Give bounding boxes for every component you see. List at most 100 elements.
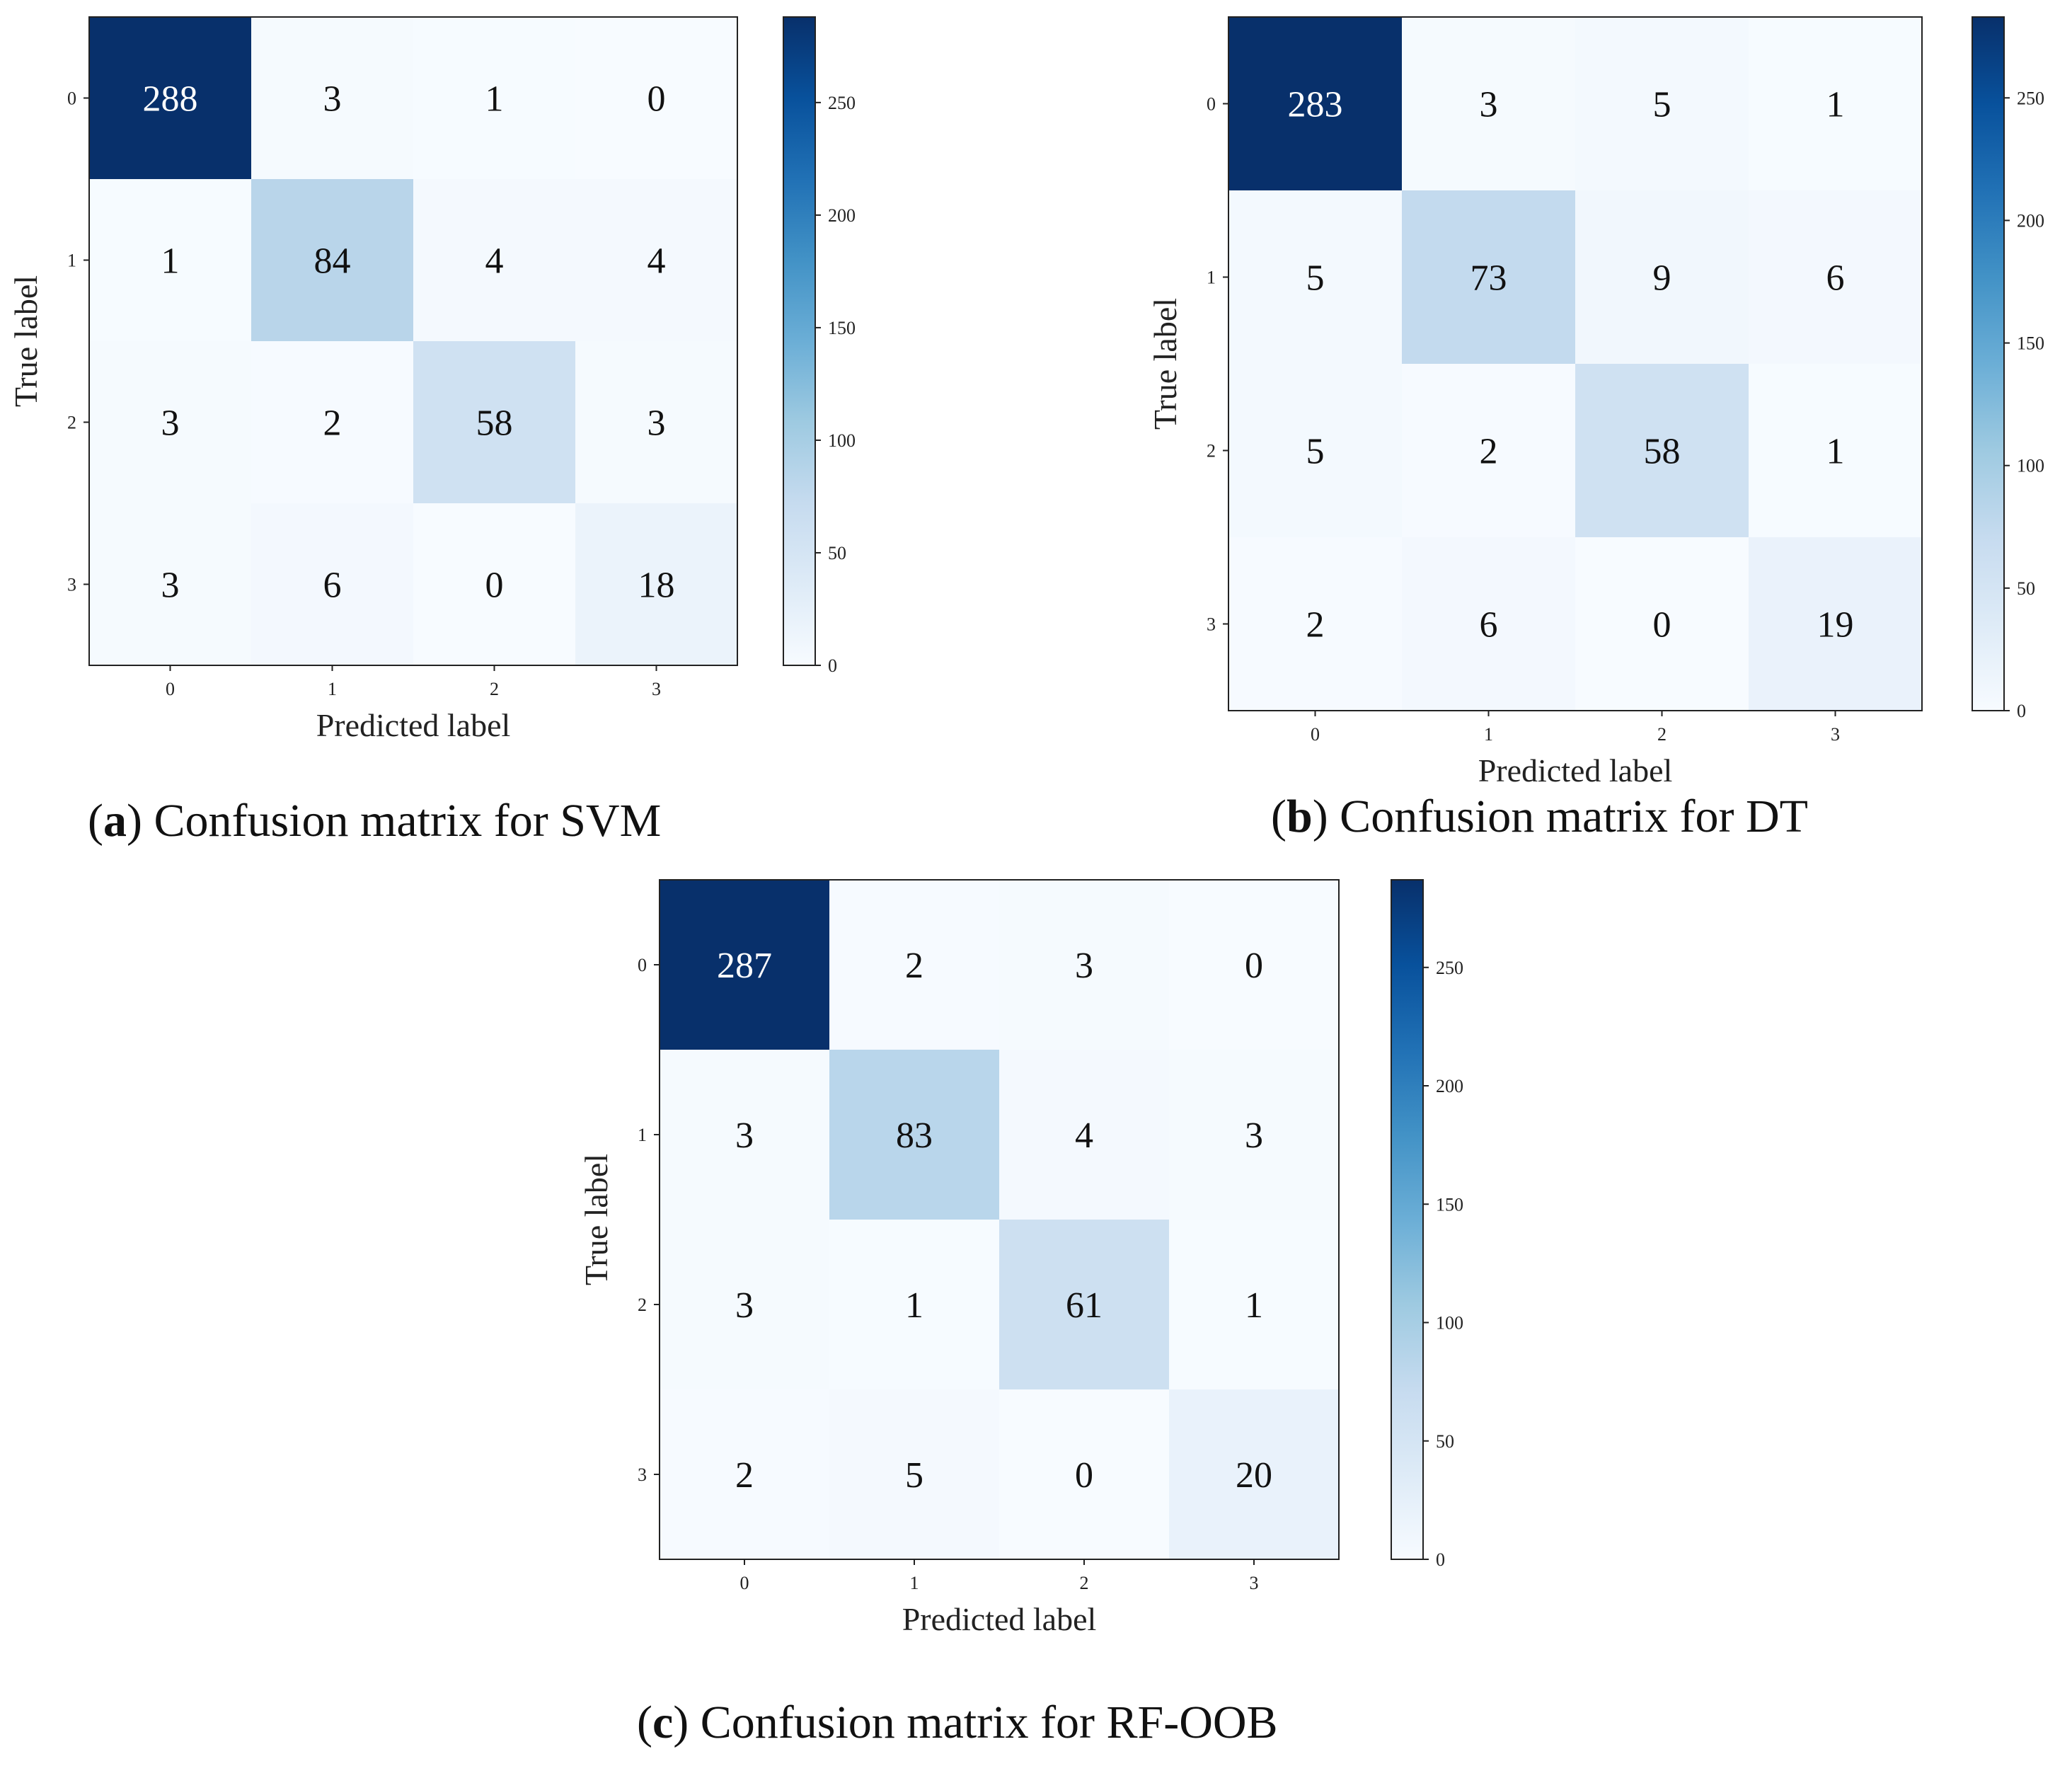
colorbar xyxy=(1391,879,1424,1560)
cell-value-0-2: 3 xyxy=(1075,946,1093,986)
cell-1-3 xyxy=(1169,1050,1339,1220)
y-tick-label: 2 xyxy=(1207,441,1216,461)
cell-2-1 xyxy=(829,1220,999,1389)
cell-0-1 xyxy=(251,17,413,179)
cell-value-0-1: 3 xyxy=(323,79,342,120)
colorbar-tick-label: 150 xyxy=(2017,333,2044,354)
cell-value-1-0: 3 xyxy=(735,1116,754,1156)
cell-value-2-2: 61 xyxy=(1066,1285,1103,1326)
cell-0-1 xyxy=(1402,17,1575,190)
cell-value-1-1: 84 xyxy=(314,241,351,282)
x-axis-label: Predicted label xyxy=(1478,752,1673,789)
y-tick-label: 0 xyxy=(67,88,76,109)
cell-0-0 xyxy=(660,880,829,1050)
cell-value-2-3: 1 xyxy=(1245,1285,1263,1326)
cell-value-0-3: 0 xyxy=(1245,946,1263,986)
cell-3-0 xyxy=(1228,537,1402,711)
cell-2-0 xyxy=(660,1220,829,1389)
plot-frame xyxy=(659,879,1340,1560)
x-axis-label: Predicted label xyxy=(316,707,511,743)
colorbar-tick-label: 100 xyxy=(1436,1313,1463,1334)
cell-value-3-3: 19 xyxy=(1817,605,1854,646)
y-tick-label: 2 xyxy=(67,413,76,433)
colorbar-tick-label: 50 xyxy=(2017,578,2035,599)
cell-value-0-3: 1 xyxy=(1826,85,1845,125)
cell-2-1 xyxy=(251,341,413,503)
cell-value-3-2: 0 xyxy=(1653,605,1671,646)
plot-frame xyxy=(88,16,738,666)
y-tick-label: 1 xyxy=(638,1125,647,1145)
cell-2-3 xyxy=(1169,1220,1339,1389)
colorbar-tick-label: 100 xyxy=(828,430,856,451)
cell-value-3-0: 2 xyxy=(735,1455,754,1496)
y-tick-label: 0 xyxy=(638,955,647,975)
cell-1-0 xyxy=(1228,190,1402,364)
cell-3-0 xyxy=(660,1389,829,1559)
cell-value-3-2: 0 xyxy=(1075,1455,1093,1496)
cell-2-3 xyxy=(1749,364,1922,537)
cell-value-0-0: 288 xyxy=(143,79,198,120)
cell-3-2 xyxy=(413,503,575,665)
confusion-matrix-svm: 288 3 1 0 1 84 4 4 3 2 58 3 3 6 0 18 0 1 2 3 0 1 2 3 Predicted l… xyxy=(8,16,856,847)
cell-3-2 xyxy=(999,1389,1169,1559)
y-tick-label: 1 xyxy=(1207,268,1216,288)
cell-1-0 xyxy=(660,1050,829,1220)
cell-value-2-0: 3 xyxy=(161,403,180,444)
cell-value-2-2: 58 xyxy=(476,403,513,444)
cell-value-3-0: 2 xyxy=(1306,605,1325,646)
colorbar-tick-label: 200 xyxy=(828,205,856,226)
y-axis-label: True label xyxy=(578,1154,614,1285)
x-tick-label: 2 xyxy=(1080,1573,1089,1593)
colorbar-tick-label: 250 xyxy=(828,93,856,113)
x-tick-label: 0 xyxy=(1311,724,1320,745)
x-tick-label: 0 xyxy=(740,1573,749,1593)
colorbar-tick-label: 250 xyxy=(1436,958,1463,978)
cell-value-3-1: 6 xyxy=(323,566,342,606)
panel-caption: (a) Confusion matrix for SVM xyxy=(88,795,661,847)
cell-value-3-1: 5 xyxy=(905,1455,923,1496)
cell-3-1 xyxy=(829,1389,999,1559)
cell-2-0 xyxy=(1228,364,1402,537)
cell-1-1 xyxy=(829,1050,999,1220)
cell-value-0-2: 1 xyxy=(485,79,504,120)
cell-2-2 xyxy=(999,1220,1169,1389)
cell-value-1-3: 4 xyxy=(648,241,666,282)
cell-value-0-0: 287 xyxy=(717,946,772,986)
x-tick-label: 1 xyxy=(910,1573,919,1593)
cell-value-1-3: 3 xyxy=(1245,1116,1263,1156)
x-tick-label: 3 xyxy=(1831,724,1840,745)
cell-value-1-3: 6 xyxy=(1826,258,1845,299)
cell-0-1 xyxy=(829,880,999,1050)
cell-2-1 xyxy=(1402,364,1575,537)
y-tick-label: 3 xyxy=(638,1464,647,1485)
cell-3-3 xyxy=(1749,537,1922,711)
cell-value-2-0: 5 xyxy=(1306,432,1325,472)
cell-0-0 xyxy=(1228,17,1402,190)
cell-3-0 xyxy=(89,503,251,665)
y-axis-label: True label xyxy=(8,275,44,407)
cell-value-1-0: 5 xyxy=(1306,258,1325,299)
cell-value-0-0: 283 xyxy=(1288,85,1343,125)
cell-value-2-1: 2 xyxy=(1480,432,1498,472)
colorbar-tick-label: 50 xyxy=(828,543,846,563)
cell-1-1 xyxy=(1402,190,1575,364)
plot-frame xyxy=(1228,16,1923,711)
cell-2-3 xyxy=(575,341,737,503)
y-tick-label: 3 xyxy=(67,575,76,595)
colorbar-tick-label: 0 xyxy=(828,655,837,676)
colorbar-tick-label: 200 xyxy=(1436,1076,1463,1096)
cell-0-3 xyxy=(1169,880,1339,1050)
cell-3-2 xyxy=(1575,537,1749,711)
cell-3-3 xyxy=(1169,1389,1339,1559)
y-tick-label: 1 xyxy=(67,251,76,271)
cell-1-1 xyxy=(251,179,413,341)
y-axis-label: True label xyxy=(1147,298,1183,430)
y-tick-label: 3 xyxy=(1207,614,1216,635)
cell-0-2 xyxy=(1575,17,1749,190)
cell-value-2-3: 3 xyxy=(648,403,666,444)
cell-value-1-0: 1 xyxy=(161,241,180,282)
colorbar xyxy=(783,16,816,666)
cell-value-1-2: 9 xyxy=(1653,258,1671,299)
